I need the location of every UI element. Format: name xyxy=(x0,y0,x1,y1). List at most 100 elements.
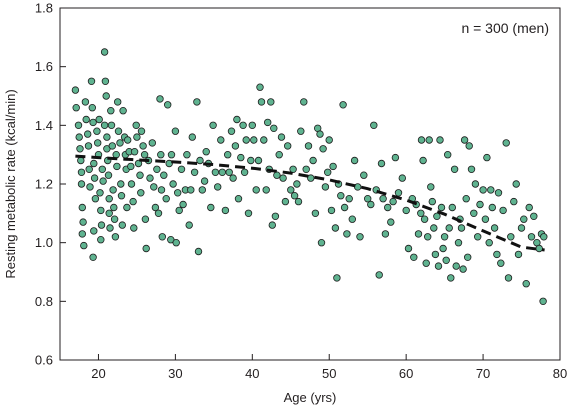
data-point xyxy=(79,218,87,226)
data-point xyxy=(71,86,80,94)
data-point xyxy=(202,147,210,156)
data-point xyxy=(97,235,105,244)
data-point xyxy=(193,98,201,106)
data-point xyxy=(148,139,156,147)
data-point xyxy=(360,171,368,179)
data-point xyxy=(309,156,317,165)
data-point xyxy=(163,101,172,109)
data-point xyxy=(530,212,538,220)
data-point xyxy=(118,221,126,229)
data-point xyxy=(437,203,446,212)
data-point xyxy=(488,203,496,212)
data-point xyxy=(242,136,250,144)
data-point xyxy=(248,121,256,129)
data-point xyxy=(137,127,146,135)
data-point xyxy=(300,98,308,106)
data-point xyxy=(444,150,452,159)
data-point xyxy=(420,215,429,223)
data-point xyxy=(502,139,510,147)
data-point xyxy=(262,186,270,194)
data-point xyxy=(327,206,336,215)
data-point xyxy=(90,174,99,182)
data-point xyxy=(76,145,84,153)
y-tick-label: 1.0 xyxy=(35,235,53,250)
data-point xyxy=(264,118,272,127)
data-point xyxy=(100,121,109,129)
data-point xyxy=(129,197,137,206)
data-point xyxy=(414,230,423,238)
data-point xyxy=(146,174,154,182)
x-tick-label: 20 xyxy=(91,366,105,381)
data-point xyxy=(225,168,233,176)
data-point xyxy=(324,168,332,176)
data-point xyxy=(439,244,447,253)
data-point xyxy=(307,174,315,182)
data-point xyxy=(194,247,203,256)
data-point xyxy=(87,77,96,85)
y-tick-label: 1.2 xyxy=(35,177,53,192)
data-point xyxy=(105,209,113,217)
data-point xyxy=(89,253,97,261)
data-point xyxy=(436,136,444,144)
data-point xyxy=(273,171,281,179)
data-point xyxy=(431,250,440,259)
data-point xyxy=(114,127,123,135)
data-point xyxy=(337,191,345,200)
data-point xyxy=(419,156,427,165)
data-point xyxy=(394,189,403,197)
data-point xyxy=(517,224,526,232)
data-point xyxy=(97,221,106,229)
data-point xyxy=(110,215,119,223)
data-point xyxy=(350,156,359,165)
data-point xyxy=(539,297,547,305)
data-point xyxy=(462,194,470,203)
data-point xyxy=(465,142,473,150)
data-point xyxy=(450,165,459,173)
data-point xyxy=(497,259,505,267)
data-point xyxy=(123,136,132,144)
data-point xyxy=(297,127,305,135)
x-axis-title: Age (yrs) xyxy=(284,390,337,405)
data-point xyxy=(93,127,101,135)
x-tick-label: 80 xyxy=(553,366,567,381)
data-point xyxy=(211,168,220,176)
data-point xyxy=(343,230,351,238)
data-point xyxy=(430,224,438,232)
y-axis-title: Resting metabolic rate (kcal/min) xyxy=(3,89,18,278)
data-point xyxy=(74,121,83,129)
data-point xyxy=(333,274,341,282)
data-point xyxy=(162,194,170,203)
data-point xyxy=(260,136,268,144)
data-point xyxy=(370,121,378,129)
x-tick-label: 50 xyxy=(322,366,336,381)
data-point xyxy=(104,171,113,179)
data-point xyxy=(81,98,90,106)
data-point xyxy=(512,180,520,188)
data-point xyxy=(329,162,337,171)
data-point xyxy=(445,224,453,232)
data-point xyxy=(127,162,135,171)
data-point xyxy=(223,150,232,159)
data-point xyxy=(289,165,297,173)
data-point xyxy=(88,103,96,112)
data-point xyxy=(188,133,196,141)
data-point xyxy=(157,186,166,194)
data-point xyxy=(83,130,92,138)
data-point xyxy=(77,156,85,165)
data-point xyxy=(72,103,80,112)
data-point xyxy=(268,221,276,229)
data-point xyxy=(240,168,249,176)
data-point xyxy=(279,174,287,182)
data-point xyxy=(457,224,466,232)
data-point xyxy=(139,142,147,150)
x-tick-label: 60 xyxy=(399,366,413,381)
data-point xyxy=(221,206,230,215)
data-point xyxy=(117,180,125,188)
data-point xyxy=(520,215,528,223)
y-tick-label: 0.6 xyxy=(35,353,53,368)
data-point xyxy=(167,150,176,159)
data-point xyxy=(510,197,518,206)
data-point xyxy=(102,92,110,100)
data-point xyxy=(494,189,503,197)
